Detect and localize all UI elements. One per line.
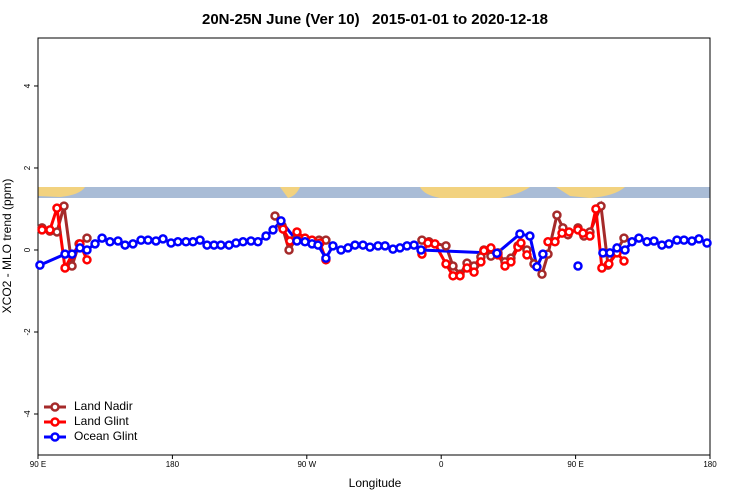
data-point — [158, 234, 168, 244]
legend-label: Land Glint — [74, 414, 129, 428]
data-point — [469, 267, 479, 277]
data-point — [537, 269, 547, 279]
data-point — [486, 243, 496, 253]
data-point — [143, 235, 153, 245]
data-point — [270, 211, 280, 221]
data-point — [90, 239, 100, 249]
data-point — [522, 250, 532, 260]
y-tick-label: -4 — [23, 410, 32, 418]
data-point — [462, 263, 472, 273]
x-axis-label: Longitude — [349, 476, 402, 490]
data-point — [113, 236, 123, 246]
data-point — [619, 256, 629, 266]
data-point — [82, 245, 92, 255]
data-point — [538, 249, 548, 259]
x-tick-label: 0 — [439, 460, 444, 469]
data-point — [52, 203, 62, 213]
data-point — [105, 237, 115, 247]
data-point — [409, 240, 419, 250]
data-point — [37, 225, 47, 235]
data-point — [97, 233, 107, 243]
data-point — [597, 263, 607, 273]
data-point — [321, 253, 331, 263]
data-point — [552, 210, 562, 220]
data-point — [679, 235, 689, 245]
y-axis-label: XCO2 - MLO trend (ppm) — [0, 179, 14, 314]
data-point — [430, 239, 440, 249]
data-point — [506, 257, 516, 267]
data-point — [702, 238, 712, 248]
data-point — [476, 257, 486, 267]
data-point — [649, 236, 659, 246]
data-point — [525, 231, 535, 241]
data-point — [276, 216, 286, 226]
legend-label: Ocean Glint — [74, 429, 138, 443]
data-point — [328, 241, 338, 251]
data-point — [634, 233, 644, 243]
data-point — [216, 240, 226, 250]
data-point — [278, 224, 288, 234]
data-point — [82, 255, 92, 265]
data-point — [268, 225, 278, 235]
data-point — [284, 245, 294, 255]
data-point — [45, 225, 55, 235]
legend-label: Land Nadir — [74, 399, 133, 413]
data-point — [195, 235, 205, 245]
data-point — [550, 237, 560, 247]
data-point — [35, 260, 45, 270]
data-point — [492, 248, 502, 259]
data-point — [128, 239, 138, 249]
data-point — [605, 248, 615, 258]
x-tick-label: 90 W — [297, 460, 316, 469]
data-point — [292, 227, 302, 237]
data-point — [380, 241, 390, 251]
data-point — [694, 234, 704, 244]
data-point — [67, 249, 77, 259]
data-point — [82, 233, 92, 243]
data-point — [620, 245, 630, 255]
data-point — [619, 233, 629, 243]
y-tick-label: -2 — [23, 328, 32, 336]
data-point — [604, 259, 614, 269]
data-point — [612, 243, 622, 253]
legend-marker — [50, 402, 60, 412]
data-point — [238, 237, 248, 247]
data-point — [515, 229, 525, 239]
y-tick-label: 0 — [23, 247, 32, 252]
chart-title: 20N-25N June (Ver 10) 2015-01-01 to 2020… — [202, 11, 548, 28]
data-point — [253, 237, 263, 247]
data-point — [500, 261, 510, 271]
x-tick-label: 90 E — [30, 460, 46, 469]
data-point — [441, 259, 451, 269]
data-point — [292, 236, 302, 246]
data-point — [627, 237, 637, 247]
data-point — [173, 237, 183, 247]
data-point — [313, 240, 323, 250]
data-point — [585, 231, 595, 241]
data-point — [591, 204, 601, 214]
data-point — [455, 271, 465, 281]
data-point — [261, 231, 271, 241]
data-point — [120, 240, 130, 250]
x-tick-label: 90 E — [567, 460, 583, 469]
data-point — [416, 245, 426, 255]
data-point — [441, 241, 451, 251]
data-point — [564, 227, 574, 237]
x-tick-label: 180 — [703, 460, 717, 469]
x-tick-label: 180 — [166, 460, 180, 469]
data-point — [573, 261, 583, 271]
legend-marker — [50, 417, 60, 427]
data-point — [664, 239, 674, 249]
data-point — [532, 262, 542, 272]
legend-marker — [50, 432, 60, 442]
y-tick-label: 4 — [23, 83, 32, 88]
data-point — [350, 240, 360, 250]
y-tick-label: 2 — [23, 165, 32, 170]
map-strip — [38, 187, 710, 198]
data-point — [365, 242, 375, 252]
data-point — [60, 263, 70, 273]
data-point — [516, 238, 526, 248]
